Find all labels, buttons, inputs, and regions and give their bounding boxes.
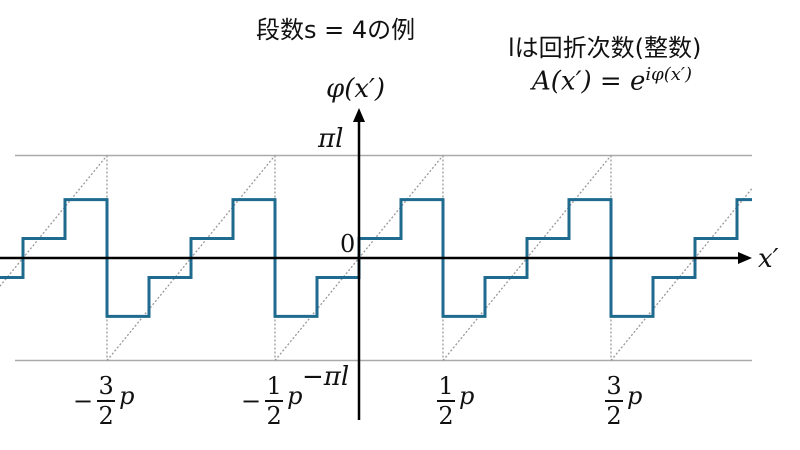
continuous-phase-ramp: [779, 156, 800, 361]
amplitude-formula: A(x′) = eiφ(x′): [532, 64, 692, 97]
x-tick-sign: −: [73, 387, 94, 415]
x-tick-numerator: 1: [266, 372, 282, 400]
x-tick-label: −3 2 p: [73, 372, 134, 430]
fraction-bar: [265, 400, 284, 402]
x-tick-numerator: 3: [98, 372, 114, 400]
x-tick-unit: p: [459, 382, 475, 410]
y-axis-label: φ(x′): [326, 74, 386, 104]
y-axis-arrow-icon: [353, 108, 365, 122]
caption: 段数s = 4の例: [256, 16, 416, 44]
amplitude-formula-base: A(x′) = e: [532, 66, 646, 97]
x-tick-unit: p: [287, 382, 303, 410]
x-tick-unit: p: [627, 382, 643, 410]
fraction-bar: [605, 400, 623, 402]
amplitude-formula-exponent: iφ(x′): [645, 64, 692, 85]
x-tick-numerator: 3: [606, 372, 622, 400]
x-axis-arrow-icon: [738, 252, 752, 264]
x-tick-denominator: 2: [98, 402, 114, 430]
fraction-bar: [97, 400, 116, 402]
x-tick-label: −1 2 p: [241, 372, 302, 430]
x-tick-denominator: 2: [266, 402, 282, 430]
x-tick-unit: p: [119, 382, 135, 410]
y-tick-bottom: −πl: [302, 362, 350, 392]
y-tick-zero: 0: [340, 230, 356, 258]
x-tick-sign: −: [241, 387, 262, 415]
x-axis-label: x′: [758, 244, 779, 274]
y-tick-top: πl: [318, 124, 344, 154]
x-tick-denominator: 2: [606, 402, 622, 430]
x-tick-denominator: 2: [438, 402, 454, 430]
x-tick-numerator: 1: [438, 372, 454, 400]
fraction-bar: [437, 400, 455, 402]
diffraction-order-note: lは回折次数(整数): [508, 34, 702, 62]
